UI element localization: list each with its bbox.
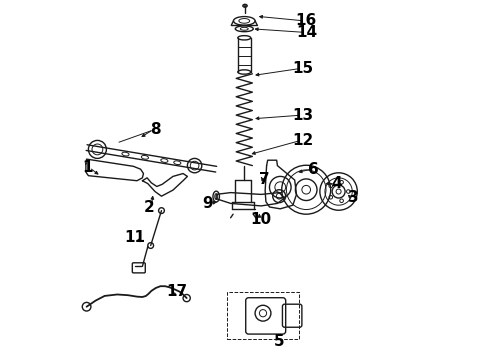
Text: 13: 13 [292,108,313,123]
Text: 11: 11 [124,230,146,245]
Text: 14: 14 [296,25,318,40]
Text: 10: 10 [251,212,272,227]
Text: 1: 1 [82,160,93,175]
Text: 7: 7 [260,172,270,188]
Text: 9: 9 [202,196,213,211]
Text: 5: 5 [274,334,285,349]
Text: 4: 4 [332,176,342,191]
Text: 15: 15 [292,61,313,76]
Text: 3: 3 [348,190,358,206]
Text: 8: 8 [149,122,160,137]
Text: 17: 17 [166,284,187,299]
Text: 12: 12 [292,133,313,148]
Text: 16: 16 [295,13,317,28]
Text: 6: 6 [308,162,319,177]
Bar [227,292,299,339]
Text: 2: 2 [144,199,155,215]
